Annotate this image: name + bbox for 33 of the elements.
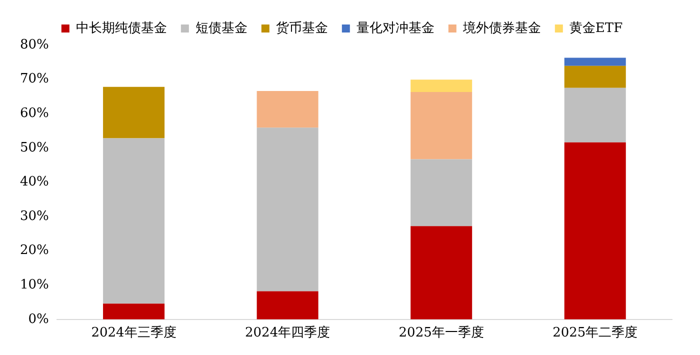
y-tick-label: 10%: [20, 277, 49, 292]
legend-label: 黄金ETF: [569, 20, 623, 36]
bar: [103, 86, 165, 138]
bar: [410, 159, 472, 226]
bar: [410, 226, 472, 320]
bar: [103, 304, 165, 320]
bar: [410, 92, 472, 160]
legend-label: 短债基金: [195, 20, 248, 36]
x-tick-label: 2025年二季度: [552, 324, 638, 341]
legend-label: 货币基金: [276, 20, 328, 36]
y-tick-label: 50%: [20, 140, 49, 156]
y-tick-label: 30%: [20, 208, 49, 224]
y-tick-label: 40%: [20, 174, 49, 190]
bar: [410, 80, 472, 92]
bar: [564, 88, 626, 142]
x-tick-label: 2025年一季度: [398, 324, 484, 341]
bar: [256, 90, 318, 128]
y-tick-label: 60%: [20, 106, 49, 121]
x-tick-label: 2024年四季度: [245, 324, 330, 341]
bar: [564, 142, 626, 320]
bar: [103, 138, 165, 304]
bar: [256, 128, 318, 292]
legend-label: 境外债券基金: [462, 20, 541, 36]
bar: [564, 66, 626, 88]
legend-label: 中长期纯债基金: [76, 20, 167, 36]
legend-label: 量化对冲基金: [356, 20, 434, 36]
bar: [564, 58, 626, 66]
bar: [256, 291, 318, 320]
y-tick-label: 0%: [28, 312, 49, 327]
y-tick-label: 80%: [20, 37, 49, 52]
y-tick-label: 70%: [20, 72, 49, 87]
y-tick-label: 20%: [20, 243, 49, 258]
x-tick-label: 2024年三季度: [91, 324, 176, 341]
